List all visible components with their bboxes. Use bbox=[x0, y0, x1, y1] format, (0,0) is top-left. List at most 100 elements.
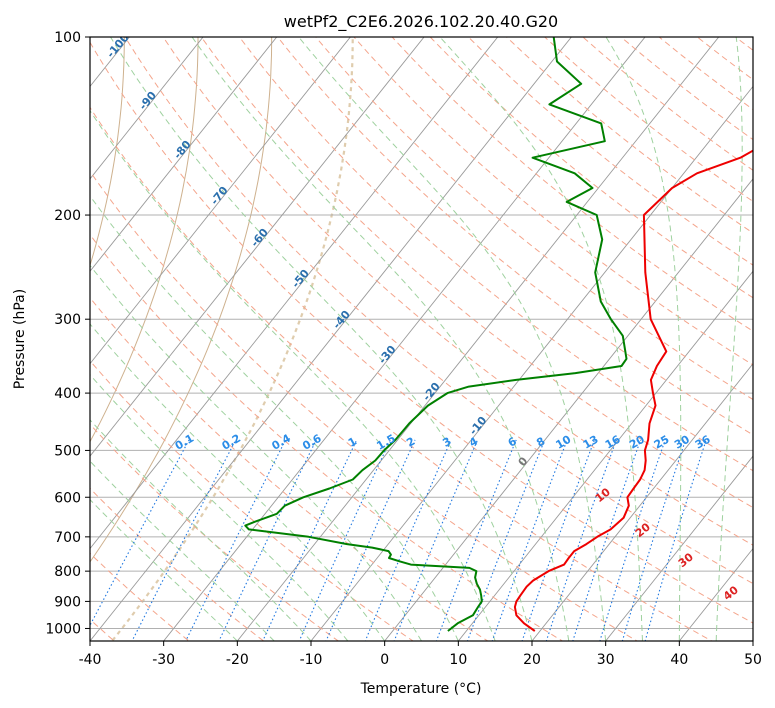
mixing-ratio-label: 16 bbox=[603, 433, 623, 452]
mixing-ratio-label: 1 bbox=[346, 435, 359, 450]
isotherm-label: -90 bbox=[136, 89, 159, 113]
y-tick-label: 200 bbox=[54, 208, 81, 224]
arc-line bbox=[90, 37, 273, 563]
moist-adiabat bbox=[90, 374, 349, 641]
y-tick-label: 100 bbox=[54, 30, 81, 46]
dry-adiabat bbox=[658, 37, 753, 111]
x-tick-label: 30 bbox=[597, 652, 615, 668]
isotherm-line bbox=[90, 37, 499, 550]
dry-adiabat bbox=[582, 37, 753, 171]
moist-adiabat bbox=[90, 460, 275, 641]
mixing-ratio-label: 1.5 bbox=[374, 432, 397, 453]
arc-line bbox=[110, 37, 354, 641]
isotherm-label: -60 bbox=[248, 226, 271, 250]
adiabat-label: 10 bbox=[593, 485, 613, 505]
profile-series bbox=[244, 37, 753, 632]
mixing-ratio-lines bbox=[90, 439, 707, 641]
x-tick-label: -30 bbox=[152, 652, 175, 668]
mixing-ratio-label: 20 bbox=[627, 433, 647, 452]
moist-adiabat bbox=[90, 419, 312, 641]
isotherm-line bbox=[90, 37, 278, 273]
mixing-ratio-label: 30 bbox=[672, 433, 692, 452]
mixing-ratio-line bbox=[621, 439, 687, 641]
isotherm-line bbox=[310, 85, 753, 641]
isotherm-label: -20 bbox=[420, 380, 443, 404]
moist-adiabat bbox=[605, 37, 682, 641]
mixing-ratio-line bbox=[599, 439, 666, 641]
x-tick-label: -40 bbox=[79, 652, 102, 668]
mixing-ratio-label: 0.6 bbox=[300, 432, 324, 453]
mixing-ratio-line bbox=[90, 439, 190, 627]
arc-lines bbox=[90, 37, 354, 641]
isotherm-line bbox=[752, 640, 753, 641]
moist-adiabat bbox=[90, 264, 422, 641]
mixing-ratio-label: 0.4 bbox=[269, 432, 293, 453]
dry-adiabat bbox=[90, 360, 414, 641]
isotherm-line bbox=[90, 37, 351, 365]
dry-adiabat bbox=[391, 37, 753, 332]
dry-adiabat bbox=[505, 37, 753, 234]
isotherm-line bbox=[163, 37, 646, 641]
mixing-ratio-line bbox=[491, 439, 568, 641]
isotherm-line bbox=[531, 362, 753, 641]
x-tick-label: 10 bbox=[449, 652, 467, 668]
adiabat-label: 40 bbox=[721, 583, 741, 603]
arc-line bbox=[90, 37, 125, 268]
dry-adiabat bbox=[620, 37, 753, 141]
dry-adiabat bbox=[90, 170, 639, 641]
mixing-ratio-line bbox=[218, 439, 317, 641]
moist-adiabat bbox=[439, 37, 643, 641]
isotherm-line bbox=[90, 37, 425, 457]
dry-adiabat bbox=[429, 37, 753, 299]
chart-title: wetPf2_C2E6.2026.102.20.40.G20 bbox=[284, 12, 558, 32]
isotherm-label: -30 bbox=[376, 343, 399, 367]
dry-adiabat bbox=[544, 37, 753, 202]
mixing-ratio-line bbox=[298, 439, 391, 641]
moist-adiabat bbox=[90, 195, 459, 641]
isotherm-line bbox=[384, 178, 753, 641]
mixing-ratio-label: 0.2 bbox=[220, 432, 243, 453]
dry-adiabat bbox=[90, 106, 713, 641]
y-tick-label: 500 bbox=[54, 443, 81, 459]
isotherm-label: -40 bbox=[330, 308, 353, 332]
isotherm-label: -50 bbox=[289, 267, 312, 291]
mixing-ratio-line bbox=[364, 439, 452, 641]
mixing-ratio-label: 4 bbox=[467, 434, 480, 449]
moist-adiabat bbox=[191, 37, 570, 641]
dry-adiabat bbox=[353, 37, 753, 366]
plot-area: 0.1 0.2 0.4 0.6 1 1.5 2 3 4 6 8 10 13 16 20 25 30 36-100-… bbox=[0, 24, 753, 653]
y-tick-label: 400 bbox=[54, 386, 81, 402]
x-tick-label: 20 bbox=[523, 652, 541, 668]
x-tick-label: -20 bbox=[226, 652, 249, 668]
isotherm-line bbox=[0, 24, 66, 653]
mixing-ratio-label: 25 bbox=[652, 433, 672, 452]
y-axis-ticks: 1000 900 800 700 600 500 400 300 200 100 bbox=[45, 30, 90, 637]
moist-adiabat bbox=[90, 323, 386, 641]
mixing-ratio-line bbox=[644, 439, 707, 641]
mixing-ratio-line bbox=[521, 439, 596, 641]
dry-adiabat bbox=[124, 37, 753, 585]
x-axis-label: Temperature (°C) bbox=[360, 681, 482, 697]
isotherm-label: -10 bbox=[467, 414, 490, 438]
x-tick-label: 50 bbox=[744, 652, 762, 668]
y-axis-label: Pressure (hPa) bbox=[12, 289, 28, 389]
adiabat-label: 30 bbox=[676, 550, 696, 570]
dry-adiabats bbox=[90, 37, 753, 641]
x-axis-ticks: -40 -30 -20 -10 0 10 20 30 40 50 bbox=[79, 641, 762, 668]
y-tick-label: 300 bbox=[54, 312, 81, 328]
dry-adiabat bbox=[90, 233, 564, 641]
dry-adiabat bbox=[277, 37, 753, 436]
mixing-ratio-line bbox=[545, 439, 618, 641]
dry-adiabat bbox=[315, 37, 753, 401]
dry-adiabat bbox=[90, 41, 753, 624]
moist-adiabat bbox=[715, 37, 743, 641]
moist-adiabat bbox=[90, 109, 496, 641]
y-tick-label: 900 bbox=[54, 594, 81, 610]
dry-adiabat bbox=[238, 37, 753, 472]
y-tick-label: 800 bbox=[54, 564, 81, 580]
isotherm-line bbox=[90, 37, 204, 180]
isotherm-label: 0 bbox=[516, 454, 531, 468]
mixing-ratio-line bbox=[131, 439, 237, 641]
dry-adiabat bbox=[90, 423, 340, 641]
line-labels: 0.1 0.2 0.4 0.6 1 1.5 2 3 4 6 8 10 13 16 20 25 30 36-100-… bbox=[104, 37, 741, 603]
